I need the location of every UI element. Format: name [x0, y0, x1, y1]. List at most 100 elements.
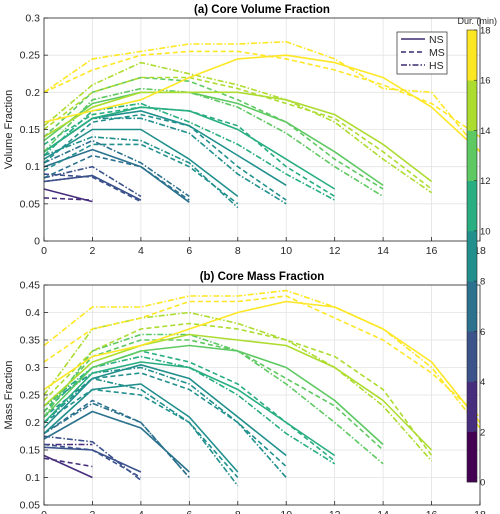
series-line-dur4-dashed [43, 443, 142, 479]
series-line-dur2-dashed [43, 197, 93, 201]
y-tick-label: 0.15 [20, 124, 41, 136]
series-line-dur16-dashed [43, 322, 433, 456]
series-line-dur16-dashdot [43, 311, 433, 462]
series-line-dur8-solid [43, 383, 239, 473]
series-line-dur16-dashdot [43, 61, 433, 194]
series-line-dur14-solid [43, 91, 384, 186]
x-tick-label: 0 [41, 509, 47, 514]
series-line-dur12-dashed [43, 106, 336, 198]
x-tick-label: 10 [280, 509, 292, 514]
colorbar-segment [467, 331, 477, 382]
colorbar-tick-label: 8 [480, 277, 485, 288]
colorbar-tick-label: 4 [480, 377, 485, 388]
y-tick-label: 0.05 [20, 198, 41, 210]
y-axis-label: Mass Fraction [3, 360, 15, 429]
x-tick-label: 14 [377, 245, 389, 257]
x-tick-label: 6 [186, 245, 192, 257]
colorbar-tick-label: 10 [480, 226, 491, 237]
legend-label-ms: MS [429, 47, 445, 59]
series-line-dur4-dashdot [43, 435, 142, 481]
series-line-dur18-dashed [43, 50, 481, 138]
legend-label-ns: NS [429, 34, 444, 46]
series-line-dur8-solid [43, 128, 239, 198]
series-line-dur18-dashdot [43, 40, 481, 153]
colorbar-tick-label: 14 [480, 126, 491, 137]
series-line-dur8-dashdot [43, 377, 239, 487]
y-tick-label: 0.1 [25, 472, 40, 484]
series-line-dur14-dashed [43, 339, 384, 451]
colorbar-tick-label: 0 [480, 478, 485, 489]
series-line-dur16-solid [43, 91, 433, 183]
colorbar-segment [467, 30, 477, 81]
series-line-dur18-solid [43, 300, 481, 423]
y-tick-label: 0.45 [20, 280, 41, 292]
series-line-dur8-dashed [43, 388, 239, 479]
y-tick-label: 0.3 [25, 13, 40, 25]
series-line-dur6-dashdot [43, 139, 190, 198]
x-tick-label: 16 [426, 245, 438, 257]
colorbar-outline [466, 29, 478, 483]
series-line-dur18-dashdot [43, 289, 481, 429]
x-tick-label: 4 [138, 245, 144, 257]
series-line-dur4-solid [43, 174, 142, 201]
series-line-dur2-dashed [43, 457, 93, 468]
y-axis-label: Volume Fraction [3, 90, 15, 169]
series-line-dur18-solid [43, 54, 481, 153]
x-tick-label: 14 [377, 509, 389, 514]
colorbar-tick-label: 16 [480, 76, 491, 87]
series-line-dur8-dashed [43, 143, 239, 205]
series-line-dur14-dashdot [43, 87, 384, 198]
x-tick-label: 6 [186, 509, 192, 514]
legend-label-hs: HS [429, 60, 444, 72]
x-tick-label: 10 [280, 245, 292, 257]
chart-title: (a) Core Volume Fraction [194, 4, 330, 16]
chart-title: (b) Core Mass Fraction [200, 271, 325, 283]
x-tick-label: 18 [474, 245, 486, 257]
colorbar-segment [467, 381, 477, 433]
y-tick-label: 0.1 [25, 161, 40, 173]
x-tick-label: 8 [235, 509, 241, 514]
series-line-dur8-dashdot [43, 136, 239, 209]
y-tick-label: 0.2 [25, 87, 40, 99]
colorbar-segment [467, 180, 477, 232]
y-tick-label: 0.3 [25, 362, 40, 374]
y-tick-label: 0.35 [20, 335, 41, 347]
series-line-dur16-dashed [43, 76, 433, 190]
series-line-dur18-dashed [43, 295, 481, 418]
colorbar-title: Dur. (min) [457, 16, 497, 26]
series-line-dur6-dashed [43, 399, 190, 479]
x-tick-label: 12 [329, 509, 341, 514]
y-tick-label: 0.25 [20, 50, 41, 62]
y-tick-label: 0.15 [20, 445, 41, 457]
x-tick-label: 2 [90, 509, 96, 514]
colorbar-tick-label: 18 [480, 26, 491, 37]
series-line-dur4-dashed [43, 173, 142, 203]
colorbar-segment [467, 230, 477, 282]
x-tick-label: 18 [474, 509, 486, 514]
series-line-dur6-dashdot [43, 402, 190, 479]
x-tick-label: 12 [329, 245, 341, 257]
series-line-dur14-dashdot [43, 333, 384, 465]
colorbar-segment [467, 130, 477, 181]
x-tick-label: 8 [235, 245, 241, 257]
colorbar-segment [467, 80, 477, 131]
x-tick-label: 16 [426, 509, 438, 514]
x-tick-label: 2 [90, 245, 96, 257]
y-tick-label: 0 [34, 236, 40, 248]
colorbar-tick-label: 2 [480, 427, 485, 438]
colorbar-tick-label: 6 [480, 327, 485, 338]
colorbar-tick-label: 12 [480, 176, 491, 187]
x-tick-label: 0 [41, 245, 47, 257]
y-tick-label: 0.2 [25, 417, 40, 429]
x-tick-label: 4 [138, 509, 144, 514]
y-tick-label: 0.25 [20, 390, 41, 402]
series-line-dur16-solid [43, 333, 433, 451]
y-tick-label: 0.05 [20, 500, 41, 512]
series-line-dur10-dashdot [43, 366, 287, 479]
series-line-dur10-dashed [43, 372, 287, 468]
series-line-dur14-solid [43, 344, 384, 446]
colorbar-segment [467, 281, 477, 332]
